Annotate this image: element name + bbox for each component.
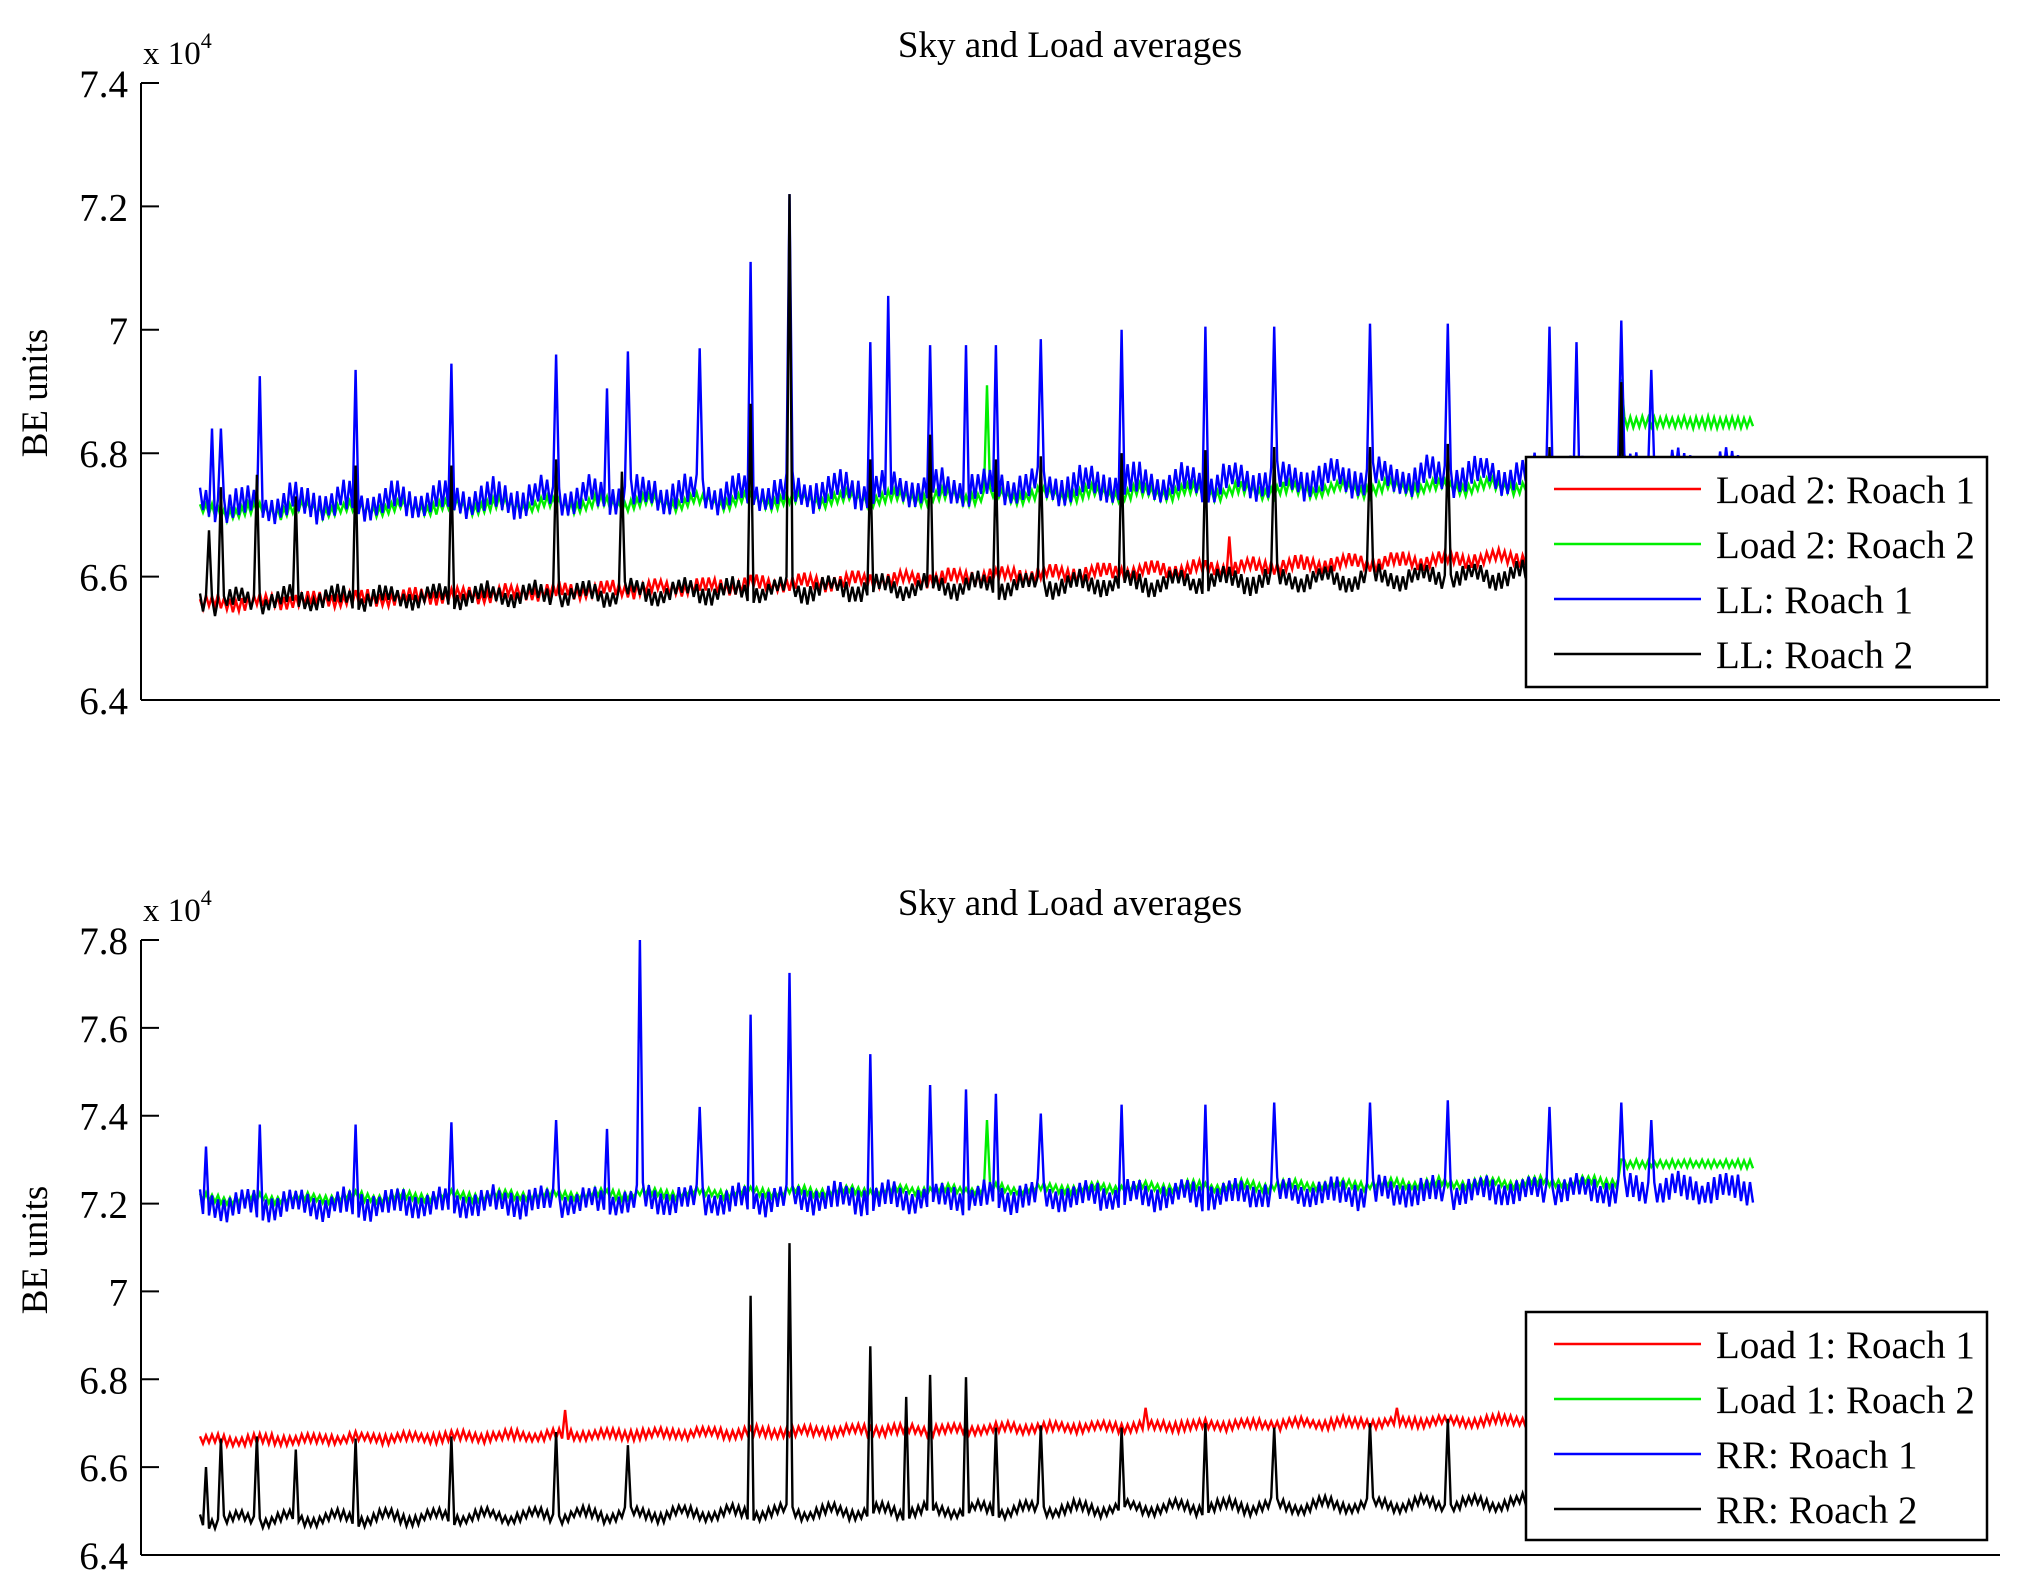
top-y-multiplier-base: x 10	[143, 36, 201, 72]
series-line-ll-roach-2	[198, 194, 1755, 617]
legend-label: Load 2: Roach 1	[1716, 469, 1975, 512]
bottom-axes: 6.4 6.6 6.8 7 7.2 7.4 7.6 7.8 Sky and Load aver…	[15, 883, 2000, 1578]
bottom-y-multiplier-base: x 10	[143, 893, 201, 929]
top-legend: Load 2: Roach 1 Load 2: Roach 2 LL: Roach …	[1524, 455, 1989, 689]
series-line-rr-roach-2	[198, 1243, 1755, 1533]
bottom-y-tick-label: 6.6	[79, 1447, 128, 1490]
legend-label: Load 1: Roach 1	[1716, 1324, 1975, 1367]
legend-label: LL: Roach 2	[1716, 634, 1913, 677]
bottom-y-tick-label: 7.4	[79, 1096, 128, 1139]
bottom-y-tick-label: 7.8	[79, 920, 128, 963]
legend-label: Load 1: Roach 2	[1716, 1379, 1975, 1422]
top-axes: 6.4 6.6 6.8 7 7.2 7.4 Sky and Load averages x…	[15, 25, 2000, 723]
bottom-chart-title: Sky and Load averages	[898, 883, 1242, 924]
bottom-y-axis-label: BE units	[15, 1186, 56, 1315]
bottom-y-multiplier: x 104	[143, 885, 212, 929]
top-y-multiplier: x 104	[143, 28, 212, 72]
top-y-multiplier-exponent: 4	[201, 28, 212, 53]
bottom-y-ticks: 6.4 6.6 6.8 7 7.2 7.4 7.6 7.8	[79, 920, 159, 1578]
top-y-tick-label: 6.8	[79, 433, 128, 476]
legend-label: RR: Roach 1	[1716, 1434, 1918, 1477]
series-line-load-1-roach-1	[198, 1406, 1755, 1450]
series-line-rr-roach-1	[198, 939, 1755, 1223]
top-y-tick-label: 7	[109, 310, 129, 353]
top-y-tick-label: 7.4	[79, 63, 128, 106]
top-y-axis-label: BE units	[15, 329, 56, 458]
legend-label: RR: Roach 2	[1716, 1489, 1918, 1532]
bottom-legend: Load 1: Roach 1 Load 1: Roach 2 RR: Roach …	[1524, 1310, 1989, 1542]
bottom-plot-lines	[198, 939, 1755, 1533]
bottom-legend-box	[1524, 1310, 1989, 1542]
bottom-y-multiplier-exponent: 4	[201, 885, 212, 910]
legend-label: Load 2: Roach 2	[1716, 524, 1975, 567]
top-legend-box	[1524, 455, 1989, 689]
series-line-ll-roach-1	[198, 194, 1755, 525]
bottom-y-tick-label: 6.8	[79, 1359, 128, 1402]
bottom-y-tick-label: 7.6	[79, 1008, 128, 1051]
top-chart-title: Sky and Load averages	[898, 25, 1242, 66]
bottom-y-tick-label: 7.2	[79, 1184, 128, 1227]
top-y-tick-label: 6.6	[79, 557, 128, 600]
top-y-ticks: 6.4 6.6 6.8 7 7.2 7.4	[79, 63, 159, 723]
bottom-y-tick-label: 6.4	[79, 1535, 128, 1578]
top-plot-lines	[198, 194, 1755, 617]
top-y-tick-label: 6.4	[79, 680, 128, 723]
top-y-tick-label: 7.2	[79, 186, 128, 229]
legend-label: LL: Roach 1	[1716, 579, 1913, 622]
bottom-y-tick-label: 7	[109, 1271, 129, 1314]
